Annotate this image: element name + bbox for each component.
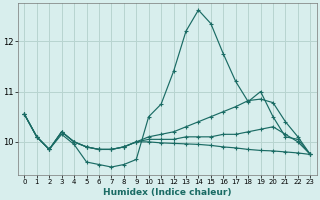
X-axis label: Humidex (Indice chaleur): Humidex (Indice chaleur) [103,188,232,197]
